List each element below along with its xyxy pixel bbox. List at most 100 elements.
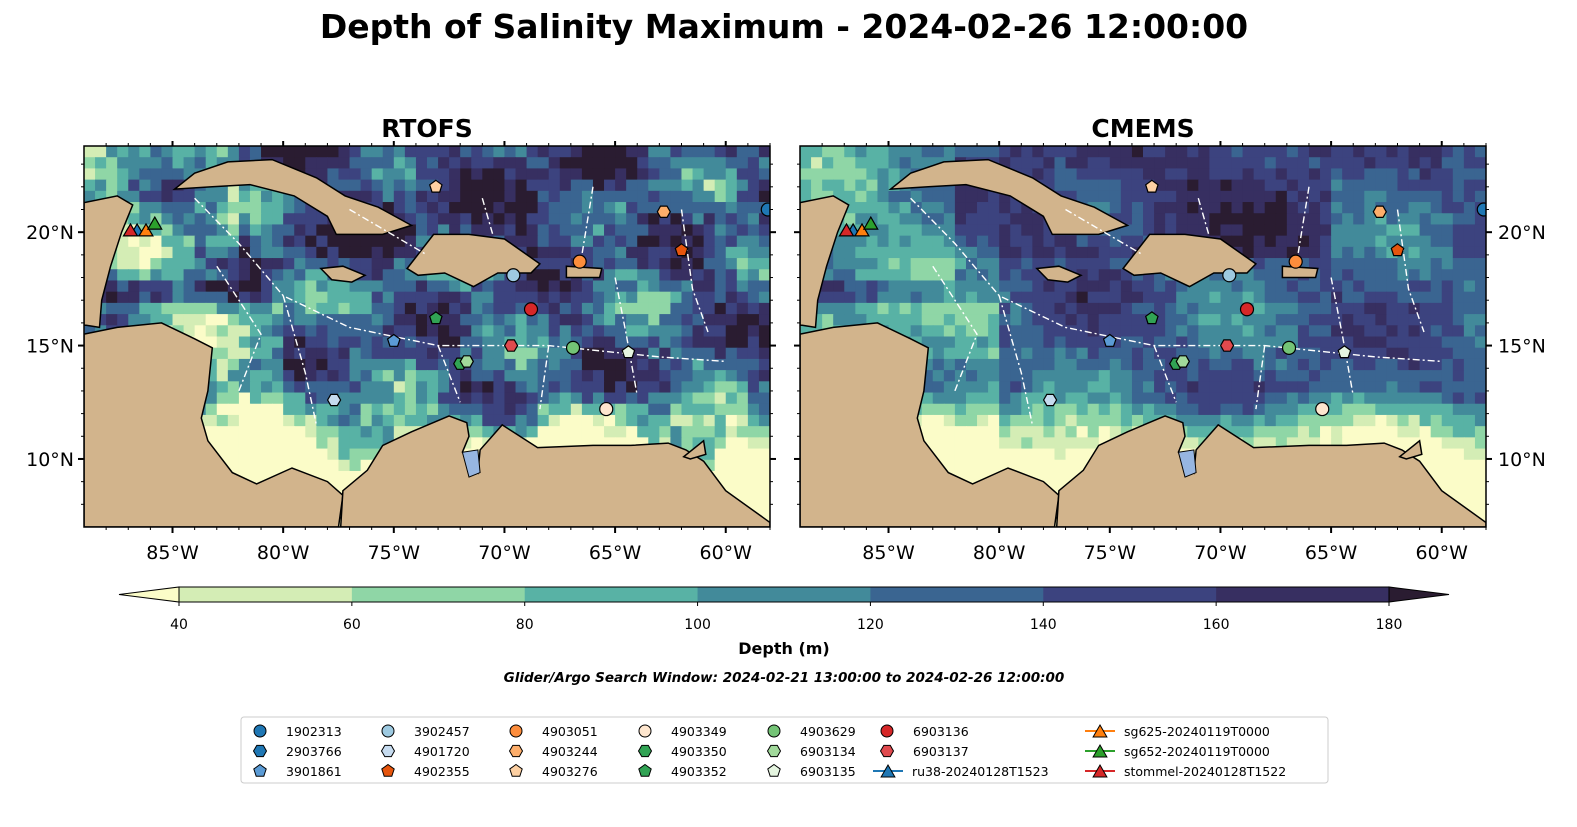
lon-tick-label: 70°W: [478, 542, 531, 564]
landmass-yucatan: [800, 195, 850, 329]
axis-ticks-cmems: 85°W 80°W 75°W 70°W 65°W 60°W 20°N 15°N 10°N: [794, 141, 1546, 564]
lon-tick-label: 85°W: [862, 542, 915, 564]
colorbar-segment: [1043, 587, 1217, 602]
lake-maracaibo: [461, 449, 481, 478]
landmass-southamerica: [339, 415, 770, 527]
lon-tick-label: 80°W: [973, 542, 1026, 564]
marker-6903134: [1175, 355, 1190, 368]
legend-item-4903349: 4903349: [638, 724, 727, 739]
marker-4903276: [1144, 179, 1159, 193]
lon-tick-label: 60°W: [1416, 542, 1469, 564]
legend-label: 4903276: [542, 764, 598, 779]
legend-label: 3902457: [414, 724, 470, 739]
legend-label: 4903051: [542, 724, 598, 739]
marker-4901720: [326, 393, 342, 407]
legend-label: 6903136: [913, 724, 969, 739]
colorbar-tick-label: 40: [170, 617, 188, 633]
landmass-yucatan: [84, 195, 134, 329]
legend-item-ru38-20240128T1523: ru38-20240128T1523: [873, 763, 1049, 779]
legend-item-4903629: 4903629: [767, 724, 856, 739]
legend-label: 4903352: [671, 764, 727, 779]
marker-3902457: [506, 268, 521, 283]
lat-tick-label: 15°N: [26, 336, 74, 358]
marker-3901861: [1102, 333, 1117, 347]
marker-1902313: [1476, 202, 1486, 217]
legend-item-6903136: 6903136: [880, 724, 969, 739]
colorbar-tick-label: 120: [857, 617, 884, 633]
land-mask-rtofs: [84, 158, 770, 527]
legend-label: 3901861: [286, 764, 342, 779]
legend-item-3902457: 3902457: [381, 724, 470, 739]
marker-4902355: [674, 243, 689, 257]
landmass-centralamerica: [800, 322, 1060, 527]
landmass-hispaniola: [405, 233, 542, 288]
marker-sg652-20240119T0000: [146, 215, 163, 230]
figure-title: Depth of Salinity Maximum - 2024-02-26 1…: [320, 7, 1248, 46]
landmass-jamaica: [1035, 265, 1083, 283]
marker-6903137: [503, 339, 519, 352]
colorbar-label: Depth (m): [738, 639, 830, 658]
legend-label: stommel-20240128T1522: [1124, 764, 1286, 779]
legend-label: 2903766: [286, 744, 342, 759]
legend-item-2903766: 2903766: [252, 744, 342, 759]
legend-item-stommel-20240128T1522: stommel-20240128T1522: [1085, 763, 1286, 779]
search-window-subtitle: Glider/Argo Search Window: 2024-02-21 13…: [504, 670, 1065, 686]
platform-markers-cmems: [838, 179, 1486, 417]
marker-4903629: [1281, 340, 1297, 355]
marker-6903135: [621, 345, 636, 359]
colorbar-segment: [351, 587, 526, 602]
landmass-cuba: [172, 158, 414, 236]
colorbar-tick-label: 100: [684, 617, 711, 633]
marker-stommel-20240128T1522: [838, 222, 855, 237]
map-frame-cmems: [799, 145, 1487, 528]
landmass-southamerica: [1055, 415, 1486, 527]
marker-sg652-20240119T0000: [862, 215, 879, 230]
colorbar-tick-label: 180: [1376, 617, 1403, 633]
marker-4903352: [1144, 311, 1159, 325]
marker-3901861: [386, 333, 401, 347]
marker-4903244: [1372, 205, 1387, 218]
legend-label: 4903350: [671, 744, 727, 759]
landmass-hispaniola: [1121, 233, 1258, 288]
marker-6903136: [523, 302, 539, 317]
legend-item-6903137: 6903137: [879, 744, 969, 759]
marker-4903629: [565, 340, 581, 355]
lat-tick-label: 10°N: [26, 449, 74, 471]
marker-6903134: [459, 355, 474, 368]
colorbar-tick-label: 140: [1030, 617, 1057, 633]
legend-item-6903134: 6903134: [766, 744, 856, 759]
landmass-puertorico: [1281, 265, 1319, 279]
legend-label: ru38-20240128T1523: [912, 764, 1049, 779]
colorbar-extend-low: [118, 586, 180, 603]
panel-title-cmems: CMEMS: [1091, 114, 1194, 143]
colorbar-tick-label: 160: [1203, 617, 1230, 633]
colorbar-segment: [179, 587, 353, 602]
legend: 1902313 2903766 3901861 3902457 4901720 49023…: [240, 716, 1329, 784]
colorbar: 40 60 80 100 120 140 160 180: [118, 586, 1450, 633]
marker-sg625-20240119T0000: [137, 222, 154, 237]
lake-maracaibo: [1177, 449, 1197, 478]
marker-4902355: [1390, 243, 1405, 257]
marker-1902313: [760, 202, 770, 217]
legend-label: sg652-20240119T0000: [1124, 744, 1270, 759]
colorbar-tick-label: 60: [343, 617, 361, 633]
legend-label: 4903629: [800, 724, 856, 739]
lon-tick-label: 85°W: [146, 542, 199, 564]
platform-markers-rtofs: [122, 179, 770, 417]
lat-tick-label: 20°N: [1498, 222, 1546, 244]
landmass-puertorico: [565, 265, 603, 279]
marker-stommel-20240128T1522: [122, 222, 139, 237]
colorbar-tick-label: 80: [516, 617, 534, 633]
legend-item-6903135: 6903135: [767, 763, 856, 779]
map-panel-cmems: CMEMS 85°W 80°W 75°W 70°W 65°W 60°W 20°N 15°N 10…: [794, 114, 1546, 564]
landmass-trinidad: [1398, 439, 1423, 460]
land-mask-cmems: [800, 158, 1486, 527]
lon-tick-label: 65°W: [589, 542, 642, 564]
marker-4903051: [1288, 254, 1303, 269]
marker-6903137: [1219, 339, 1235, 352]
landmass-cuba: [888, 158, 1130, 236]
legend-label: 6903134: [800, 744, 856, 759]
legend-item-sg652-20240119T0000: sg652-20240119T0000: [1085, 743, 1270, 759]
lon-tick-label: 75°W: [1084, 542, 1137, 564]
